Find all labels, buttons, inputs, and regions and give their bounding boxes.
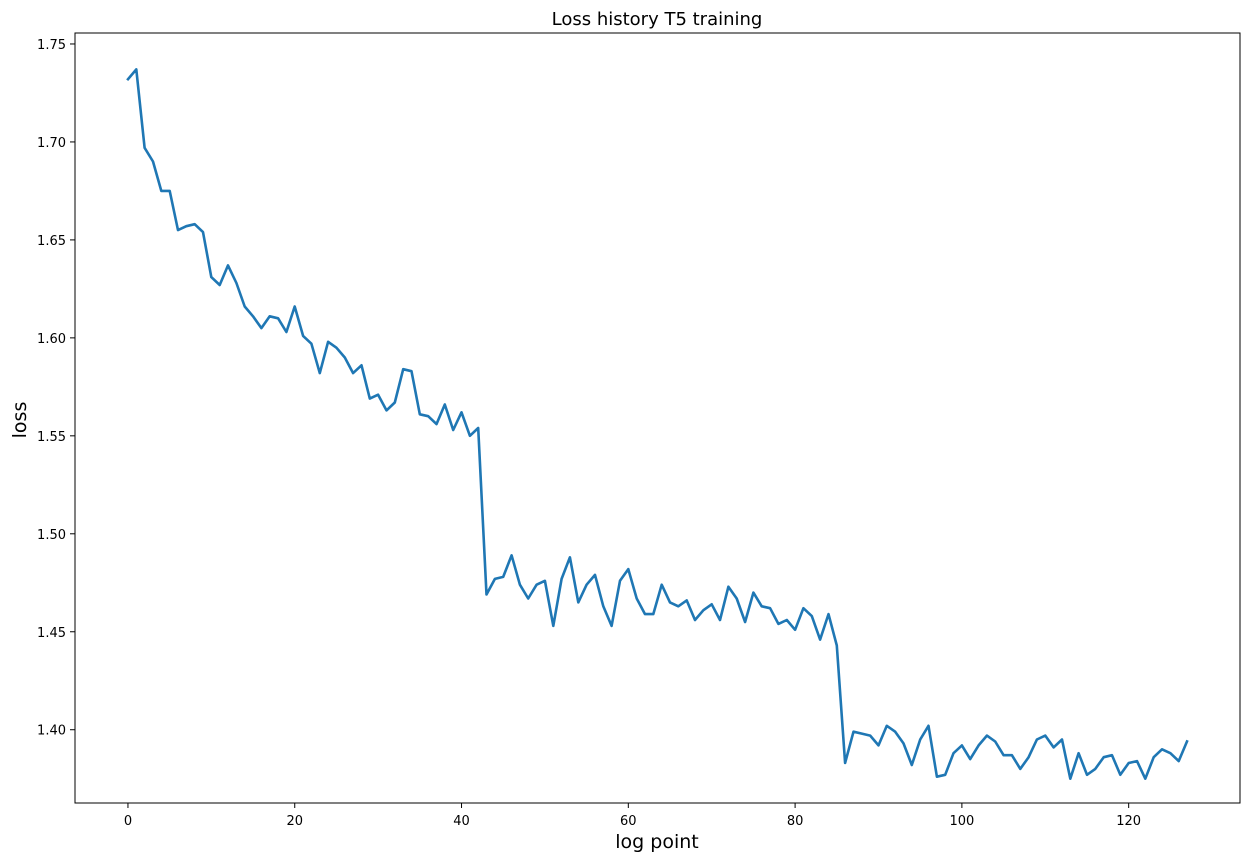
y-tick-label: 1.70: [37, 136, 66, 151]
x-tick-label: 80: [787, 814, 804, 829]
x-tick-label: 100: [949, 814, 974, 829]
y-tick-label: 1.60: [37, 332, 66, 347]
x-axis-label: log point: [615, 831, 698, 853]
y-tick-label: 1.55: [37, 430, 66, 445]
y-tick-label: 1.50: [37, 528, 66, 543]
y-axis-label: loss: [9, 402, 31, 439]
y-tick-label: 1.65: [37, 234, 66, 249]
axes-frame: [74, 32, 1241, 804]
y-tick-label: 1.45: [37, 626, 66, 641]
loss-series-line: [126, 68, 1189, 781]
x-tick-label: 0: [124, 814, 132, 829]
x-tick-label: 20: [286, 814, 303, 829]
x-tick-label: 60: [620, 814, 637, 829]
y-tick-label: 1.40: [37, 724, 66, 739]
x-tick-label: 120: [1116, 814, 1141, 829]
plot-area: 0 20 40 60 80 100 120 1.40 1.45 1.50 1.55 1.60 1.65 1…: [37, 32, 1241, 829]
y-tick-label: 1.75: [37, 38, 66, 53]
x-tick-label: 40: [453, 814, 470, 829]
chart-title: Loss history T5 training: [552, 9, 763, 30]
